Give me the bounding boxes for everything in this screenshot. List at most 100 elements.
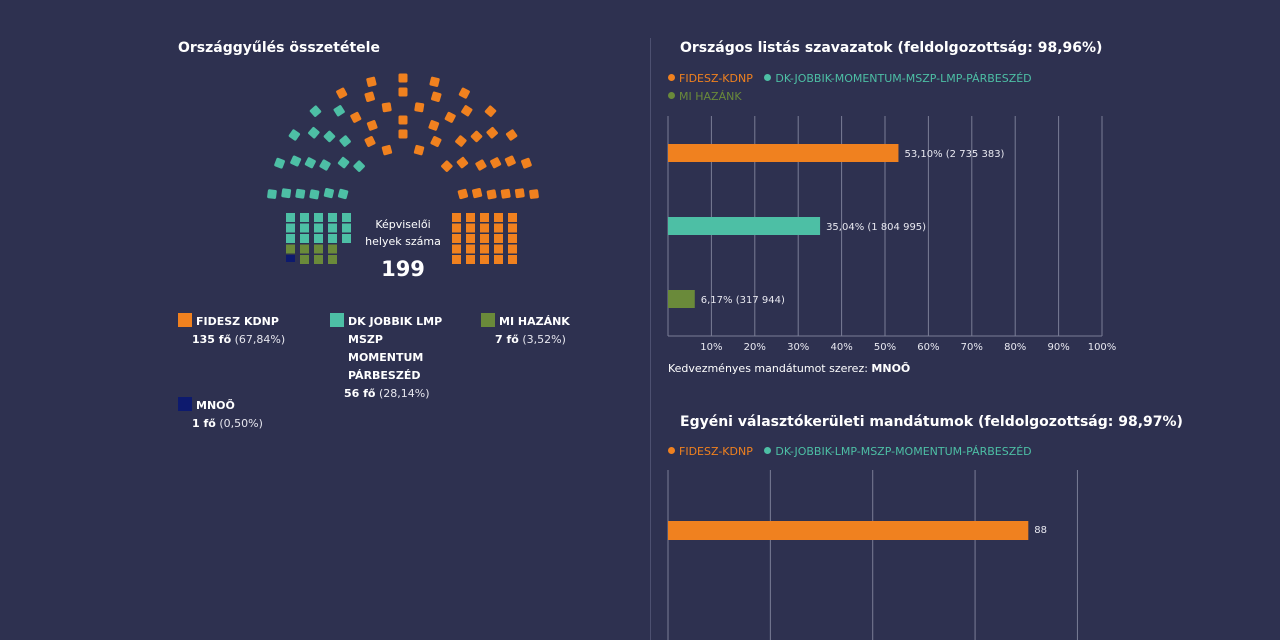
seat [364, 136, 376, 148]
seat [486, 189, 497, 200]
seat [494, 244, 503, 254]
seat [452, 244, 461, 254]
seat [466, 255, 475, 264]
seat [319, 159, 331, 171]
seat [529, 189, 539, 199]
seat [508, 213, 517, 222]
party-count: 135 fő [192, 333, 232, 346]
bar [668, 290, 695, 308]
party-legend-dk: DK JOBBIK LMP MSZP MOMENTUM PÁRBESZÉD 56… [330, 313, 480, 403]
seat [466, 234, 475, 243]
seat-total: 199 [381, 257, 425, 281]
seat [508, 244, 517, 254]
seat [323, 130, 336, 143]
dk-swatch [330, 313, 344, 327]
seat [461, 105, 473, 117]
parliament-seat-chart: Képviselői helyek száma 199 [267, 73, 539, 281]
seat [353, 160, 365, 172]
seat [366, 76, 377, 87]
party-name-line2: MOMENTUM [348, 351, 424, 364]
seat [472, 187, 483, 199]
bar-value-label: 88 [1034, 525, 1047, 536]
seat [328, 223, 337, 233]
legend-label: MI HAZÁNK [679, 90, 742, 103]
district-mandates-legend: FIDESZ-KDNP DK-JOBBIK-LMP-MSZP-MOMENTUM-… [668, 445, 1040, 458]
note-prefix: Kedvezményes mandátumot szerez: [668, 362, 868, 375]
seat [456, 156, 469, 169]
district-mandates-chart: 88 [667, 470, 1078, 640]
seat [308, 126, 320, 139]
seat [309, 105, 322, 117]
seat [505, 129, 518, 141]
party-legend-mnoo: MNOÕ 1 fő (0,50%) [178, 397, 318, 433]
seat [288, 129, 301, 141]
seat [508, 223, 517, 233]
seat [494, 234, 503, 243]
seat [398, 115, 408, 125]
seat [466, 223, 475, 233]
party-count: 7 fő [495, 333, 519, 346]
x-tick-label: 70% [961, 342, 983, 353]
parliament-title: Országgyűlés összetétele [178, 40, 380, 56]
seat [337, 156, 350, 169]
party-count: 56 fő [344, 387, 376, 400]
seat [309, 189, 320, 200]
seat [398, 129, 408, 139]
seat [300, 223, 309, 233]
district-mandates-title: Egyéni választókerületi mandátumok (feld… [680, 414, 1183, 430]
list-votes-legend-2: MI HAZÁNK [668, 90, 750, 103]
seat [267, 189, 277, 199]
seat [381, 144, 393, 156]
seat [286, 213, 295, 222]
seat [452, 255, 461, 264]
bar [668, 217, 821, 235]
seat [295, 188, 306, 199]
x-tick-label: 50% [874, 342, 896, 353]
seat [508, 255, 517, 264]
legend-label: DK-JOBBIK-LMP-MSZP-MOMENTUM-PÁRBESZÉD [775, 445, 1032, 458]
seat [314, 223, 323, 233]
bar-value-label: 35,04% (1 804 995) [826, 222, 926, 233]
list-votes-legend: FIDESZ-KDNP DK-JOBBIK-MOMENTUM-MSZP-LMP-… [668, 72, 1040, 85]
party-pct: (67,84%) [234, 333, 286, 346]
party-name: DK JOBBIK LMP MSZP [348, 315, 443, 346]
party-pct: (28,14%) [378, 387, 430, 400]
legend-dot-icon [764, 74, 772, 81]
seat [480, 213, 489, 222]
seat [429, 76, 440, 87]
party-name: MI HAZÁNK [499, 315, 570, 328]
fidesz-swatch [178, 313, 192, 327]
seat [314, 244, 323, 254]
seat [323, 187, 334, 199]
seat [274, 157, 285, 169]
seat [484, 105, 497, 117]
seat [430, 136, 442, 148]
seat [342, 223, 351, 233]
party-legend-fidesz: FIDESZ KDNP 135 fő (67,84%) [178, 313, 328, 349]
preferential-mandate-note: Kedvezményes mandátumot szerez: MNOÕ [668, 362, 910, 375]
legend-dot-icon [764, 447, 772, 454]
seat [452, 234, 461, 243]
seat-center-label-1: Képviselői [375, 218, 430, 231]
x-tick-label: 80% [1004, 342, 1026, 353]
seat [452, 213, 461, 222]
seat [328, 244, 337, 254]
legend-entry-fidesz: FIDESZ-KDNP [668, 445, 753, 458]
seat [486, 126, 498, 139]
seat [337, 188, 349, 200]
seat [314, 234, 323, 243]
seat [480, 255, 489, 264]
seat [342, 234, 351, 243]
seat [514, 188, 525, 199]
seat [444, 111, 456, 123]
seat [398, 73, 408, 83]
legend-label: DK-JOBBIK-MOMENTUM-MSZP-LMP-PÁRBESZÉD [775, 72, 1032, 85]
party-name: FIDESZ KDNP [196, 315, 279, 328]
seat [300, 244, 309, 254]
mihazank-swatch [481, 313, 495, 327]
seat [466, 213, 475, 222]
party-legend-mihazank: MI HAZÁNK 7 fő (3,52%) [481, 313, 621, 349]
seat [455, 135, 467, 147]
note-value: MNOÕ [871, 362, 911, 375]
seat [304, 157, 316, 169]
